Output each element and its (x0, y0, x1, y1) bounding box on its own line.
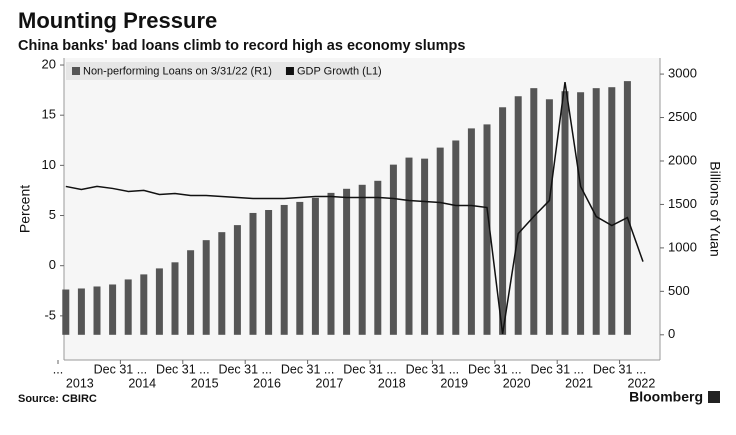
legend-box (66, 62, 380, 80)
bar (343, 188, 351, 335)
y-tick-label: -5 (44, 307, 56, 322)
x-tick-note: Dec 31 ... (530, 362, 584, 376)
y2-tick-label: 3000 (668, 66, 697, 81)
x-tick-label: 2015 (191, 376, 219, 390)
bar (77, 288, 85, 335)
x-tick-note: Dec 31 ... (593, 362, 647, 376)
y2-tick-label: 1000 (668, 239, 697, 254)
legend-swatch (285, 67, 294, 75)
chart-title: Mounting Pressure (18, 8, 217, 33)
x-tick-label: 2020 (503, 376, 531, 390)
y-tick-label: 5 (49, 207, 56, 222)
x-tick-label: 2019 (440, 376, 468, 390)
line (65, 81, 644, 335)
bar (483, 124, 491, 335)
bar (561, 91, 569, 335)
y-tick-label: 0 (49, 257, 56, 272)
x-tick-note: Dec 31 ... (218, 362, 272, 376)
bar (374, 180, 382, 335)
y-tick-label: 10 (42, 157, 56, 172)
bar (623, 81, 631, 335)
bar (233, 225, 241, 335)
bar (421, 158, 429, 335)
bar (218, 232, 226, 335)
legend-label: GDP Growth (L1) (297, 65, 382, 77)
bar (249, 212, 257, 335)
brand-icon (708, 391, 720, 403)
source: Source: CBIRC (18, 393, 97, 405)
bar (358, 184, 366, 335)
y2-tick-label: 500 (668, 283, 690, 298)
y-axis-label: Percent (17, 185, 33, 233)
bar (202, 240, 210, 335)
bar (155, 268, 163, 335)
bar (93, 286, 101, 335)
x-tick-note: Dec 31 ... (94, 362, 148, 376)
bar (545, 99, 553, 335)
x-tick-note: ... (53, 362, 63, 376)
bar (592, 88, 600, 335)
bar (327, 192, 335, 335)
x-tick-note: Dec 31 ... (281, 362, 335, 376)
bar (499, 107, 507, 335)
x-tick-note: Dec 31 ... (156, 362, 210, 376)
bar (265, 209, 273, 335)
bar (187, 250, 195, 335)
y-tick-label: 15 (42, 107, 56, 122)
bar (311, 197, 319, 335)
legend-swatch (72, 67, 80, 75)
bar (514, 96, 522, 335)
chart-subtitle: China banks' bad loans climb to record h… (18, 38, 465, 54)
bar (171, 262, 179, 335)
bar (296, 201, 304, 335)
brand: Bloomberg (629, 389, 703, 405)
x-tick-label: 2016 (253, 376, 281, 390)
bar (109, 284, 117, 335)
x-tick-label: 2022 (628, 376, 656, 390)
bar (140, 274, 148, 335)
x-tick-label: 2014 (128, 376, 156, 390)
bar (608, 87, 616, 335)
y2-tick-label: 1500 (668, 196, 697, 211)
bar (389, 164, 397, 335)
x-tick-label: 2018 (378, 376, 406, 390)
x-tick-note: Dec 31 ... (468, 362, 522, 376)
bar (577, 92, 585, 335)
bar (124, 279, 132, 335)
bar (62, 289, 70, 335)
bar (530, 88, 538, 335)
x-tick-label: 2017 (316, 376, 344, 390)
bar (405, 157, 413, 335)
y2-tick-label: 0 (668, 326, 675, 341)
x-tick-label: 2013 (66, 376, 94, 390)
legend-label: Non-performing Loans on 3/31/22 (R1) (83, 65, 272, 77)
bar (280, 204, 288, 335)
y2-tick-label: 2500 (668, 109, 697, 124)
x-tick-note: Dec 31 ... (343, 362, 397, 376)
y-tick-label: 20 (42, 56, 56, 71)
bar (436, 147, 444, 335)
bar (467, 128, 475, 335)
x-tick-label: 2021 (565, 376, 593, 390)
y2-axis-label: Billions of Yuan (707, 161, 723, 256)
x-tick-note: Dec 31 ... (406, 362, 460, 376)
y2-tick-label: 2000 (668, 152, 697, 167)
bar (452, 140, 460, 335)
